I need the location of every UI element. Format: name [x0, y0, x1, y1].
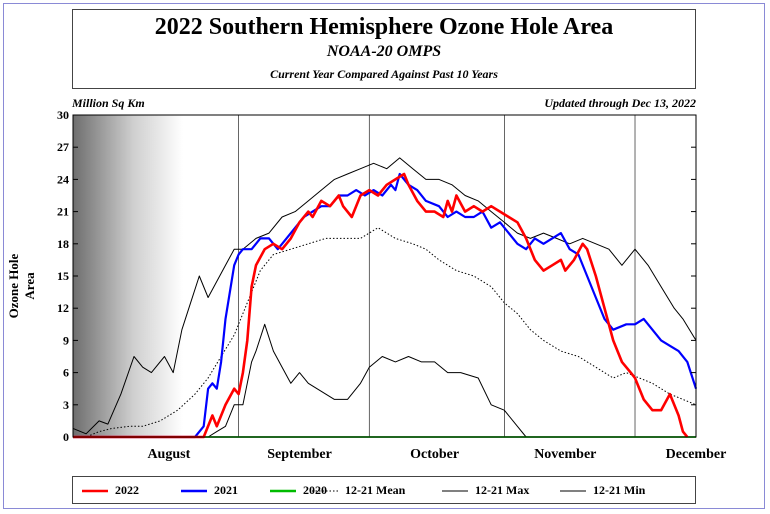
legend-swatch	[312, 490, 338, 491]
series-line-12-21-max	[72, 157, 697, 435]
y-tick-label: 24	[57, 172, 69, 186]
chart-title: 2022 Southern Hemisphere Ozone Hole Area	[154, 14, 614, 40]
x-tick-label: November	[534, 447, 596, 462]
y-tick-label: 0	[63, 430, 69, 444]
y-tick-label: 12	[57, 301, 69, 315]
legend-item: 12-21 Max	[441, 483, 529, 498]
legend-item: 12-21 Min	[559, 483, 645, 498]
legend-label: 2020	[303, 483, 327, 497]
legend-item: 12-21 Mean	[311, 483, 405, 498]
updated-label: Updated through Dec 13, 2022	[544, 96, 696, 110]
x-tick-label: September	[267, 447, 332, 462]
legend-item: 2022	[81, 483, 139, 498]
y-tick-label: 15	[57, 269, 69, 283]
legend-item: 2020	[269, 483, 327, 498]
y-tick-label: 21	[57, 205, 69, 219]
y-tick-label: 9	[63, 333, 69, 347]
legend: 2022 2021 2020 12-21 Mean 12-21 Max 12-21 Min	[72, 476, 696, 504]
legend-label: 12-21 Mean	[345, 483, 406, 497]
y-tick-label: 6	[63, 366, 69, 380]
title-box: 2022 Southern Hemisphere Ozone Hole Area…	[72, 9, 696, 89]
series-line-2021	[73, 172, 698, 439]
legend-label: 12-21 Max	[475, 483, 530, 497]
y-tick-label: 3	[63, 398, 69, 412]
y-tick-label: 30	[57, 108, 69, 122]
legend-label: 12-21 Min	[593, 483, 646, 497]
legend-item: 2021	[180, 483, 238, 498]
legend-swatch	[270, 489, 296, 492]
series-line-2022	[73, 172, 689, 439]
legend-swatch	[181, 489, 207, 492]
chart-caption: Current Year Compared Against Past 10 Ye…	[270, 67, 498, 81]
chart-frame	[3, 3, 765, 509]
polar-night-shading	[73, 115, 183, 437]
series-line-12-21-min	[73, 323, 696, 438]
legend-swatch	[442, 490, 468, 491]
x-tick-label: December	[666, 447, 727, 462]
legend-label: 2021	[214, 483, 238, 497]
units-label: Million Sq Km	[72, 96, 145, 110]
ozone-chart: 0 3 6 9 12 15 18 21 24 27 30 August September Octobe…	[57, 108, 727, 462]
chart-subtitle: NOAA-20 OMPS	[326, 43, 442, 60]
y-tick-label: 18	[57, 237, 69, 251]
legend-swatch	[560, 490, 586, 491]
y-tick-label: 27	[57, 140, 69, 154]
legend-swatch	[82, 489, 108, 492]
legend-label: 2022	[115, 483, 139, 497]
x-tick-label: August	[147, 447, 190, 462]
x-tick-label: October	[410, 447, 459, 462]
